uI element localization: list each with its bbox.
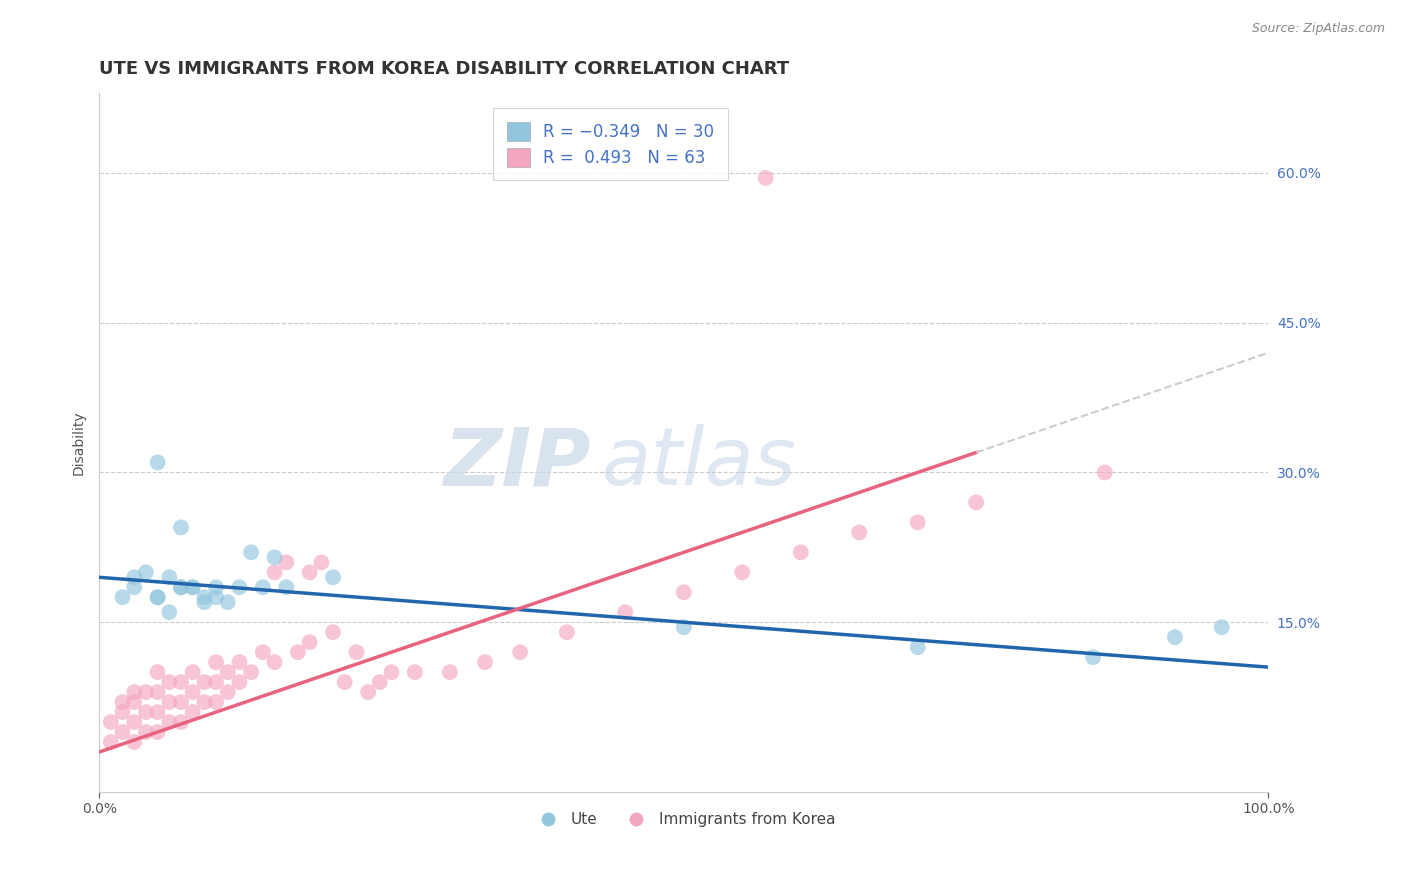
Point xyxy=(672,620,695,634)
Point xyxy=(205,695,228,709)
Point xyxy=(135,725,157,739)
Point xyxy=(311,555,333,569)
Point xyxy=(170,695,193,709)
Point xyxy=(755,170,778,185)
Point xyxy=(263,550,285,565)
Point xyxy=(111,705,134,719)
Point xyxy=(228,580,250,594)
Legend: Ute, Immigrants from Korea: Ute, Immigrants from Korea xyxy=(526,806,841,833)
Point xyxy=(146,685,169,699)
Point xyxy=(193,595,215,609)
Point xyxy=(298,635,321,649)
Point xyxy=(157,714,180,729)
Point xyxy=(122,685,145,699)
Point xyxy=(474,655,496,669)
Point xyxy=(276,555,298,569)
Point xyxy=(135,566,157,580)
Point xyxy=(731,566,754,580)
Point xyxy=(217,685,239,699)
Point xyxy=(357,685,380,699)
Point xyxy=(228,675,250,690)
Point xyxy=(122,695,145,709)
Point xyxy=(157,695,180,709)
Point xyxy=(1211,620,1233,634)
Point xyxy=(157,675,180,690)
Point xyxy=(111,725,134,739)
Point xyxy=(965,495,987,509)
Point xyxy=(100,714,122,729)
Point xyxy=(170,714,193,729)
Text: UTE VS IMMIGRANTS FROM KOREA DISABILITY CORRELATION CHART: UTE VS IMMIGRANTS FROM KOREA DISABILITY … xyxy=(100,60,789,78)
Point xyxy=(205,655,228,669)
Point xyxy=(170,520,193,534)
Point xyxy=(181,705,204,719)
Point xyxy=(368,675,391,690)
Point xyxy=(205,580,228,594)
Point xyxy=(298,566,321,580)
Point xyxy=(217,595,239,609)
Point xyxy=(146,665,169,680)
Point xyxy=(404,665,426,680)
Text: atlas: atlas xyxy=(602,425,797,502)
Point xyxy=(122,580,145,594)
Point xyxy=(228,655,250,669)
Point xyxy=(146,591,169,605)
Y-axis label: Disability: Disability xyxy=(72,410,86,475)
Point xyxy=(1164,630,1187,644)
Point xyxy=(111,591,134,605)
Text: Source: ZipAtlas.com: Source: ZipAtlas.com xyxy=(1251,22,1385,36)
Point xyxy=(322,570,344,584)
Point xyxy=(252,645,274,659)
Point xyxy=(252,580,274,594)
Point xyxy=(157,605,180,619)
Point xyxy=(170,580,193,594)
Point xyxy=(181,580,204,594)
Point xyxy=(614,605,637,619)
Point xyxy=(322,625,344,640)
Point xyxy=(344,645,367,659)
Point xyxy=(790,545,813,559)
Point xyxy=(193,591,215,605)
Point xyxy=(672,585,695,599)
Point xyxy=(380,665,402,680)
Point xyxy=(205,591,228,605)
Point xyxy=(146,705,169,719)
Point xyxy=(146,591,169,605)
Point xyxy=(333,675,356,690)
Point xyxy=(193,675,215,690)
Point xyxy=(181,665,204,680)
Point xyxy=(157,570,180,584)
Point xyxy=(100,735,122,749)
Text: ZIP: ZIP xyxy=(443,425,591,502)
Point xyxy=(135,685,157,699)
Point xyxy=(146,725,169,739)
Point xyxy=(263,566,285,580)
Point xyxy=(240,665,263,680)
Point xyxy=(907,640,929,655)
Point xyxy=(111,695,134,709)
Point xyxy=(181,685,204,699)
Point xyxy=(122,735,145,749)
Point xyxy=(287,645,309,659)
Point xyxy=(205,675,228,690)
Point xyxy=(848,525,870,540)
Point xyxy=(122,714,145,729)
Point xyxy=(1094,466,1116,480)
Point xyxy=(263,655,285,669)
Point xyxy=(240,545,263,559)
Point xyxy=(1081,650,1104,665)
Point xyxy=(555,625,578,640)
Point xyxy=(181,580,204,594)
Point xyxy=(217,665,239,680)
Point xyxy=(170,675,193,690)
Point xyxy=(170,580,193,594)
Point xyxy=(122,570,145,584)
Point xyxy=(907,516,929,530)
Point xyxy=(509,645,531,659)
Point xyxy=(135,705,157,719)
Point xyxy=(276,580,298,594)
Point xyxy=(439,665,461,680)
Point xyxy=(146,455,169,469)
Point xyxy=(193,695,215,709)
